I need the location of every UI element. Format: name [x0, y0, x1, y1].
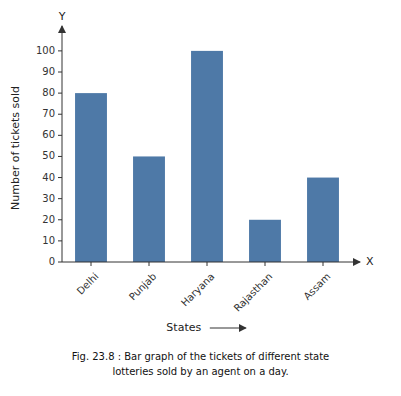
caption-line-1: Fig. 23.8 : Bar graph of the tickets of … [72, 351, 330, 362]
y-tick [58, 135, 62, 136]
bar [75, 93, 107, 262]
bar [307, 178, 339, 262]
y-axis-line [62, 26, 63, 262]
page: {"chart_data": {"type": "bar", "title": … [0, 0, 401, 396]
y-tick [58, 93, 62, 94]
chart-svg: 0 10 20 30 40 50 60 70 80 90 100 Delhi Punjab Haryana… [0, 0, 401, 396]
x-tick [149, 262, 150, 266]
y-tick-label: 80 [42, 87, 55, 98]
bar [191, 51, 223, 262]
x-axis-line [62, 262, 360, 263]
y-tick-label: 100 [36, 45, 55, 56]
y-axis-label: Number of tickets sold [9, 86, 22, 210]
y-tick-label: 90 [42, 66, 55, 77]
y-tick-label: 0 [49, 256, 55, 267]
x-label-arrow [210, 328, 246, 329]
x-tick [207, 262, 208, 266]
x-tick-label: Haryana [179, 271, 217, 309]
y-tick-label: 10 [42, 235, 55, 246]
y-tick [58, 262, 62, 263]
x-tick-label: Punjab [127, 271, 159, 303]
x-axis-letter: X [366, 255, 374, 268]
y-tick [58, 156, 62, 157]
caption-line-2: lotteries sold by an agent on a day. [112, 366, 288, 377]
x-tick-label: Rajasthan [232, 271, 275, 314]
y-tick-label: 60 [42, 129, 55, 140]
y-tick [58, 114, 62, 115]
x-tick-label: Delhi [75, 271, 101, 297]
x-tick [91, 262, 92, 266]
chart-container: 0 10 20 30 40 50 60 70 80 90 100 Delhi Punjab Haryana… [0, 0, 401, 396]
x-tick-label: Assam [301, 271, 332, 302]
bars [75, 51, 339, 262]
y-tick [58, 177, 62, 178]
y-tick [58, 72, 62, 73]
bar [133, 156, 165, 262]
y-tick [58, 198, 62, 199]
y-tick-label: 50 [42, 150, 55, 161]
y-tick [58, 240, 62, 241]
y-tick [58, 50, 62, 51]
y-tick-label: 30 [42, 193, 55, 204]
x-axis-label: States [166, 321, 201, 334]
bar [249, 220, 281, 262]
y-tick [58, 219, 62, 220]
y-axis-letter: Y [58, 10, 66, 23]
x-tick [265, 262, 266, 266]
x-tick [323, 262, 324, 266]
y-tick-label: 20 [42, 214, 55, 225]
y-tick-label: 70 [42, 108, 55, 119]
y-tick-label: 40 [42, 172, 55, 183]
